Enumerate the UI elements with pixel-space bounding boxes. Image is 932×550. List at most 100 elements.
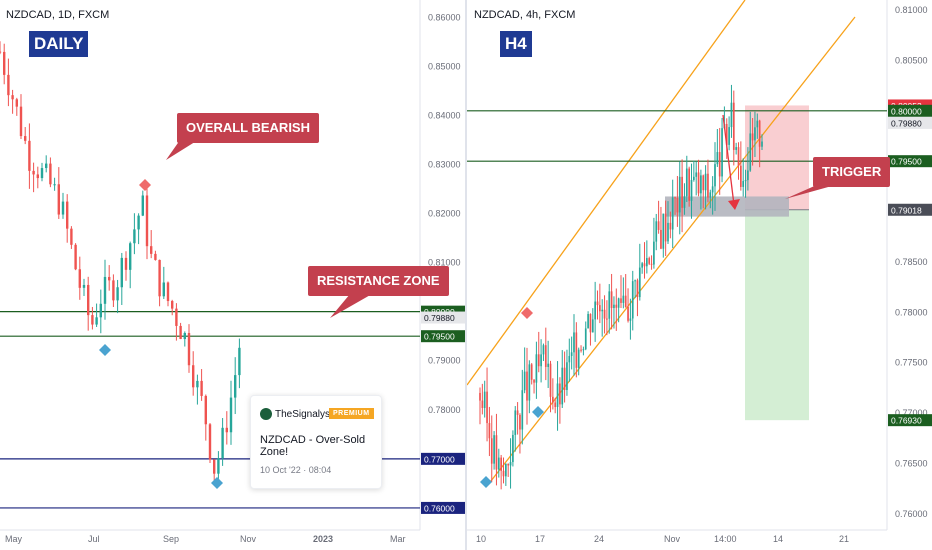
candle-body <box>221 427 224 459</box>
candle-body <box>742 181 745 187</box>
candle-body <box>662 213 665 249</box>
price-label-text: 0.76930 <box>891 416 922 426</box>
resistance-zone-pointer <box>330 294 372 318</box>
candle-body <box>707 173 709 198</box>
candle-body <box>95 317 98 325</box>
candle-body <box>606 318 608 320</box>
y-tick-label: 0.77500 <box>895 358 928 368</box>
swing-high-marker <box>139 179 151 191</box>
x-tick-label: 17 <box>535 534 545 544</box>
candle-body <box>519 414 521 430</box>
candle-body <box>690 179 693 201</box>
price-label-text: 0.79500 <box>891 157 922 167</box>
idea-card[interactable]: TheSignalyst PREMIUM NZDCAD - Over-Sold … <box>250 395 382 489</box>
candle-body <box>636 280 639 298</box>
candle-body <box>82 284 86 288</box>
candle-body <box>599 305 601 312</box>
candle-body <box>629 318 632 321</box>
projection-arrowhead <box>728 199 740 210</box>
candle-body <box>648 258 651 264</box>
candle-body <box>124 257 128 270</box>
y-tick-label: 0.86000 <box>428 12 461 22</box>
candle-body <box>700 175 702 194</box>
candle-body <box>617 298 620 308</box>
candle-body <box>634 280 636 282</box>
candle-body <box>483 391 486 408</box>
x-tick-label: 10 <box>476 534 486 544</box>
candle-body <box>730 102 733 128</box>
candle-body <box>229 397 233 433</box>
candle-body <box>502 470 505 477</box>
h4-chart-svg[interactable]: 0.810000.805000.795000.790000.785000.780… <box>467 0 932 550</box>
candle-body <box>204 395 207 425</box>
candle-body <box>608 291 611 319</box>
trigger-callout: TRIGGER <box>813 157 891 187</box>
candle-body <box>641 263 643 268</box>
candle-body <box>646 258 648 267</box>
candle-body <box>523 371 526 391</box>
daily-timeframe-badge: DAILY <box>29 31 89 57</box>
candle-body <box>45 163 48 169</box>
candle-body <box>28 140 31 171</box>
candle-body <box>112 280 115 301</box>
candle-body <box>78 269 81 288</box>
candle-body <box>528 364 531 401</box>
candle-body <box>187 332 191 366</box>
x-tick-label: Nov <box>240 534 257 544</box>
y-tick-label: 0.81000 <box>895 5 928 15</box>
card-title[interactable]: NZDCAD - Over-Sold Zone! <box>260 434 366 458</box>
candle-body <box>610 291 613 309</box>
y-tick-label: 0.81000 <box>428 258 461 268</box>
candle-body <box>526 371 528 401</box>
x-tick-label: May <box>5 534 23 544</box>
candle-body <box>716 152 719 165</box>
candle-body <box>732 102 735 150</box>
candle-body <box>540 354 542 367</box>
candle-body <box>580 349 582 351</box>
y-tick-label: 0.82000 <box>428 209 461 219</box>
candle-body <box>15 99 18 107</box>
y-tick-label: 0.76000 <box>895 509 928 519</box>
daily-chart-panel[interactable]: 0.86000 0.85000 0.84000 0.83000 0.82000 0.810… <box>0 0 465 550</box>
h4-chart-panel[interactable]: 0.810000.805000.795000.790000.785000.780… <box>467 0 932 550</box>
card-date: 10 Oct '22 · 08:04 <box>260 465 332 475</box>
candle-body <box>516 410 519 415</box>
candle-body <box>711 186 714 193</box>
daily-chart-svg[interactable]: 0.86000 0.85000 0.84000 0.83000 0.82000 0.810… <box>0 0 465 550</box>
candle-body <box>761 141 763 147</box>
price-label-box <box>888 104 932 117</box>
candle-body <box>70 228 73 245</box>
candle-body <box>643 263 646 267</box>
candle-body <box>582 349 585 351</box>
candle-body <box>183 332 186 340</box>
candle-body <box>547 363 549 367</box>
candle-body <box>660 229 662 249</box>
candle-body <box>129 243 132 270</box>
panel-divider[interactable] <box>465 0 467 550</box>
price-label-box <box>421 330 465 343</box>
candle-body <box>40 168 44 179</box>
candle-body <box>91 315 94 325</box>
daily-chart-ticker: NZDCAD, 1D, FXCM <box>6 9 110 21</box>
candle-body <box>120 257 123 288</box>
candle-body <box>704 173 707 191</box>
candle-body <box>103 276 107 304</box>
take-profit-zone <box>745 209 809 421</box>
overall-bearish-callout: OVERALL BEARISH <box>177 113 319 143</box>
candle-body <box>702 175 705 191</box>
candle-body <box>657 221 660 230</box>
candle-body <box>225 427 228 433</box>
candle-body <box>99 303 102 318</box>
candle-body <box>744 180 747 182</box>
candle-body <box>490 438 493 464</box>
candle-body <box>7 74 10 96</box>
x-tick-label: Mar <box>390 534 406 544</box>
candle-body <box>552 396 554 403</box>
candle-body <box>655 221 658 242</box>
candle-body <box>577 349 580 368</box>
candle-body <box>486 391 488 424</box>
candle-body <box>638 267 641 298</box>
price-label-box <box>421 452 465 465</box>
candle-body <box>493 435 495 464</box>
price-label-box <box>888 203 932 216</box>
